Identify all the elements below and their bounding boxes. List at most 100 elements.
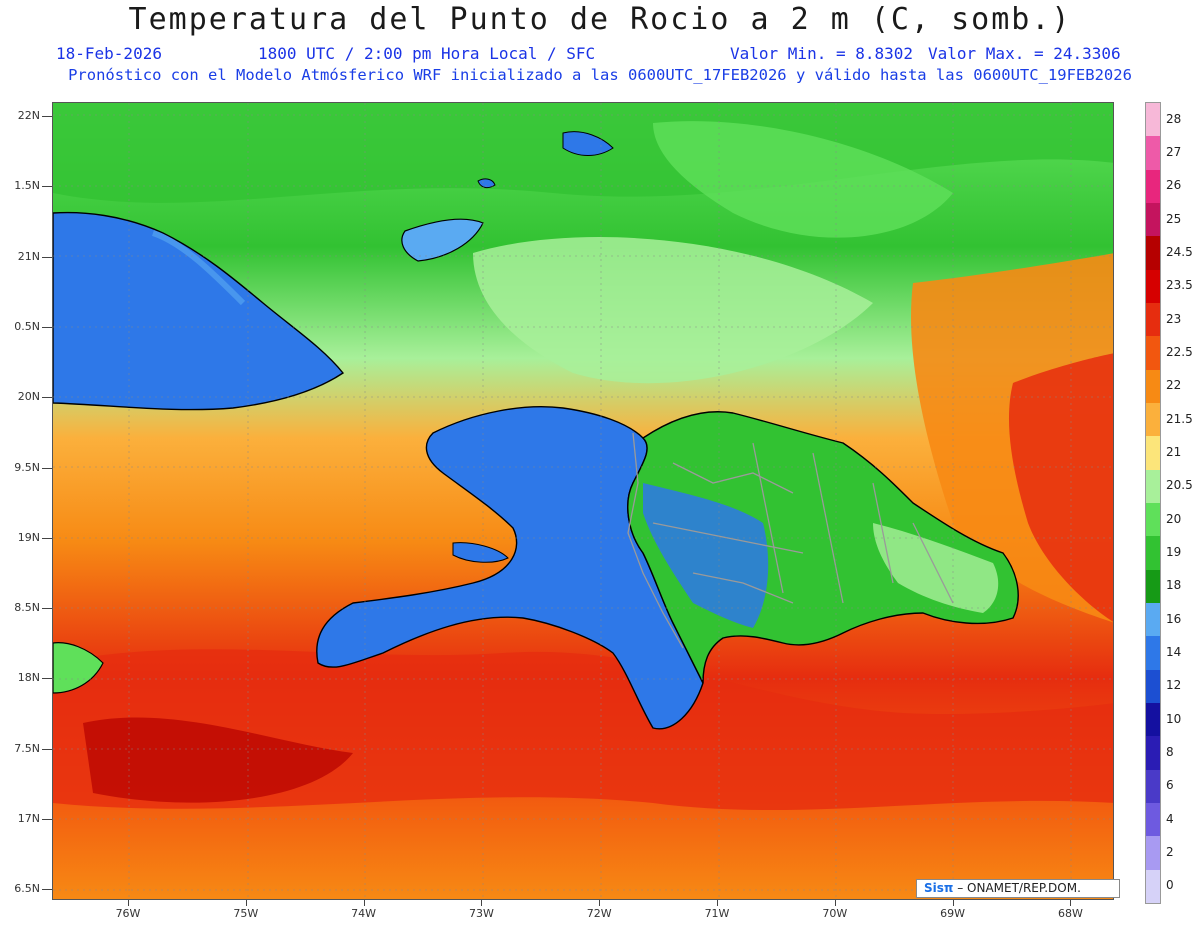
colorbar-segment <box>1146 503 1160 537</box>
lon-label: 76W <box>115 907 141 920</box>
lon-tick <box>952 900 954 906</box>
lat-tick <box>42 537 52 539</box>
colorbar-segment <box>1146 703 1160 737</box>
south-dark-red-patch <box>83 717 353 803</box>
colorbar-segment <box>1146 103 1160 137</box>
colorbar-segment <box>1146 803 1160 837</box>
lon-label: 70W <box>822 907 848 920</box>
colorbar-segment <box>1146 536 1160 571</box>
colorbar-segment <box>1146 136 1160 171</box>
colorbar-segment <box>1146 336 1160 371</box>
colorbar-segment <box>1146 269 1160 304</box>
lat-tick <box>42 467 52 469</box>
lat-tick <box>42 819 52 820</box>
lon-tick <box>481 900 483 906</box>
colorbar-label: 8 <box>1166 745 1174 759</box>
lat-tick <box>42 678 52 680</box>
valid-time: 1800 UTC / 2:00 pm Hora Local / SFC <box>258 44 596 63</box>
lon-tick <box>1070 900 1072 906</box>
lat-tick <box>42 256 52 258</box>
colorbar-label: 0 <box>1166 878 1174 893</box>
map-area[interactable] <box>52 102 1114 900</box>
lon-label: 72W <box>586 907 612 920</box>
cuba-coastal-band <box>151 230 246 306</box>
great-inagua <box>401 218 484 262</box>
lat-tick <box>42 326 52 328</box>
lat-label: 21N <box>17 249 40 263</box>
colorbar-segment <box>1146 869 1160 904</box>
colorbar-label: 14 <box>1166 645 1182 659</box>
turks-caicos-island <box>562 131 614 156</box>
dewpoint-field <box>53 103 1113 899</box>
colorbar-label: 16 <box>1166 611 1182 626</box>
lat-label: 22N <box>17 109 40 122</box>
colorbar-label: 26 <box>1166 178 1182 193</box>
colorbar-segment <box>1146 236 1160 271</box>
lat-label: 7.5N <box>14 741 40 755</box>
lat-tick <box>42 397 52 399</box>
lon-label: 73W <box>468 907 494 920</box>
lat-label: 18N <box>17 671 40 685</box>
lat-tick <box>42 608 52 610</box>
lon-label: 68W <box>1057 907 1083 920</box>
lat-tick <box>42 116 52 117</box>
lon-tick <box>717 900 718 906</box>
colorbar-label: 23.5 <box>1166 278 1193 293</box>
colorbar-label: 27 <box>1166 145 1182 159</box>
colorbar-segment <box>1146 569 1160 604</box>
lat-tick <box>42 889 52 891</box>
colorbar-segment <box>1146 303 1160 337</box>
colorbar-label: 20 <box>1166 511 1182 526</box>
lon-label: 69W <box>940 907 966 920</box>
max-value: Valor Max. = 24.3306 <box>928 44 1121 63</box>
colorbar-label: 21 <box>1166 445 1182 459</box>
colorbar-label: 22 <box>1166 378 1182 393</box>
colorbar-segment <box>1146 736 1160 771</box>
colorbar-label: 25 <box>1166 211 1182 226</box>
colorbar-segment <box>1146 369 1160 404</box>
sispi-logo: Sisπ <box>924 881 954 895</box>
small-island <box>477 178 496 189</box>
east-red-zone <box>1009 353 1113 622</box>
colorbar-label: 23 <box>1166 311 1182 326</box>
lon-tick <box>128 900 129 906</box>
model-run-info: Pronóstico con el Modelo Atmósferico WRF… <box>68 66 1132 84</box>
credit-text: – ONAMET/REP.DOM. <box>953 881 1081 895</box>
light-green-patch <box>473 237 873 384</box>
lon-label: 71W <box>704 907 730 920</box>
colorbar-label: 10 <box>1166 711 1182 726</box>
min-value: Valor Min. = 8.8302 <box>730 44 914 63</box>
lat-label: 6.5N <box>14 882 40 896</box>
lat-tick <box>42 748 52 750</box>
lat-tick <box>42 186 52 188</box>
colorbar-label: 19 <box>1166 545 1182 559</box>
colorbar-segment <box>1146 203 1160 237</box>
colorbar-segment <box>1146 769 1160 804</box>
lat-label: 1.5N <box>14 179 40 193</box>
gonave-island <box>452 542 509 563</box>
colorbar-label: 28 <box>1166 111 1182 126</box>
colorbar-segment <box>1146 436 1160 471</box>
lon-tick <box>245 900 247 906</box>
jamaica-edge <box>53 642 104 694</box>
map-title: Temperatura del Punto de Rocio a 2 m (C,… <box>128 2 1072 37</box>
lat-label: 8.5N <box>14 601 40 615</box>
colorbar-label: 2 <box>1166 845 1174 859</box>
lat-label: 9.5N <box>14 460 40 474</box>
lat-label: 0.5N <box>14 319 40 333</box>
lon-label: 75W <box>233 907 259 920</box>
colorbar-segment <box>1146 169 1160 204</box>
green-patch-ne <box>653 121 953 238</box>
lat-label: 20N <box>17 390 40 404</box>
colorbar-label: 6 <box>1166 778 1174 793</box>
lon-tick <box>363 900 365 906</box>
valid-date: 18-Feb-2026 <box>56 44 162 63</box>
cuba-landmass <box>53 211 345 411</box>
dr-interior-blue <box>643 483 769 628</box>
lat-label: 17N <box>17 812 40 825</box>
colorbar-label: 20.5 <box>1166 478 1193 493</box>
colorbar-segment <box>1146 836 1160 871</box>
province-borders <box>627 432 954 649</box>
colorbar-segment <box>1146 469 1160 504</box>
colorbar-label: 22.5 <box>1166 345 1193 359</box>
